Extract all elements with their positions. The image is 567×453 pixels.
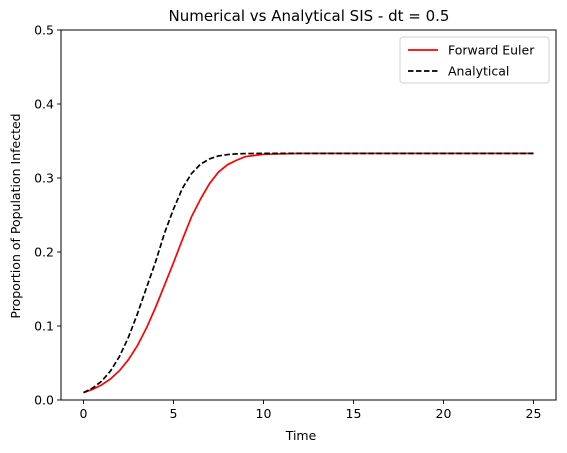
y-tick-label: 0.1 — [34, 319, 54, 334]
y-tick-label: 0.2 — [34, 245, 54, 260]
x-tick-label: 5 — [170, 406, 178, 421]
y-axis: 0.0 0.1 0.2 0.3 0.4 0.5 — [34, 23, 61, 408]
x-axis-label: Time — [285, 428, 317, 443]
x-tick-label: 10 — [256, 406, 272, 421]
y-tick-label: 0.4 — [34, 97, 54, 112]
y-tick-label: 0.0 — [34, 393, 54, 408]
legend-label: Forward Euler — [448, 43, 535, 58]
legend-label: Analytical — [448, 64, 509, 79]
legend: Forward Euler Analytical — [399, 36, 550, 84]
x-tick-label: 15 — [346, 406, 362, 421]
y-tick-label: 0.5 — [34, 23, 54, 38]
x-tick-label: 20 — [436, 406, 452, 421]
plot-frame — [60, 29, 557, 401]
chart-title: Numerical vs Analytical SIS - dt = 0.5 — [169, 7, 450, 25]
x-axis: 0 5 10 15 20 25 — [80, 400, 542, 421]
y-axis-label: Proportion of Population Infected — [8, 113, 23, 318]
x-tick-label: 25 — [526, 406, 542, 421]
plot-area — [83, 152, 534, 394]
y-tick-label: 0.3 — [34, 171, 54, 186]
series-line-analytical — [83, 152, 534, 394]
x-tick-label: 0 — [80, 406, 88, 421]
